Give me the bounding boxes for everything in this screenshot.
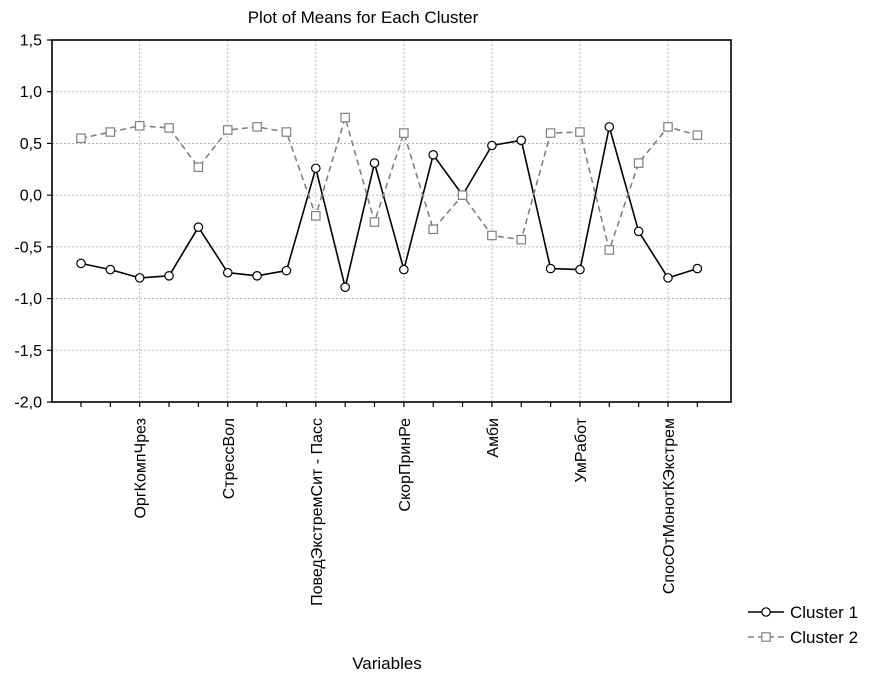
data-point [252,122,262,132]
y-tick-label: 1,0 [20,84,42,101]
data-point [487,230,497,241]
data-point [105,264,116,275]
data-point [76,258,86,269]
grid-lines [52,40,731,402]
x-tick-label: СпосОтМонотКЭкстрем [661,418,678,594]
data-point [457,190,468,200]
x-tick-label: СкорПринРе [397,418,414,512]
x-tick-label: ОргКомпЧрез [133,418,150,519]
series-group [76,112,703,292]
x-tick-label: Амби [485,418,502,458]
data-point [369,217,380,227]
data-point [575,127,585,137]
data-point [340,112,350,123]
data-point [692,263,703,274]
x-tick-label: СтрессВол [221,418,238,499]
legend-marker [761,607,771,617]
data-point [692,130,703,140]
data-point [428,224,438,235]
y-tick-label: -1,5 [14,343,42,360]
data-point [311,211,321,221]
data-point [604,245,615,255]
legend-entry: Cluster 2 [748,628,858,647]
x-tick-label: ПоведЭкстремСит - Пасс [309,418,326,606]
data-point [399,128,409,138]
series-line [80,126,698,289]
y-axis: 1,5 1,0 0,5 0,0 -0,5 -1,0 -1,5 -2,0 [14,33,52,412]
series-line [80,116,698,251]
x-axis-title: Variables [352,654,422,673]
y-tick-label: -1,0 [14,291,42,308]
data-point [575,264,585,275]
data-point [399,264,409,275]
data-point [633,158,644,168]
data-point [310,163,321,174]
data-point [222,267,233,278]
data-point [134,273,145,283]
legend-marker [761,632,771,642]
data-point [340,282,350,292]
data-point [134,121,145,131]
y-tick-label: 1,5 [20,33,42,50]
y-tick-label: 0,0 [20,188,42,205]
legend-label: Cluster 2 [790,628,858,647]
data-point [604,122,615,132]
data-point [369,158,380,168]
data-point [252,271,262,281]
data-point [281,127,292,137]
data-point [76,133,86,144]
data-point [222,125,233,135]
data-point [193,222,204,233]
chart-title: Plot of Means for Each Cluster [248,8,479,27]
data-point [545,128,556,138]
data-point [545,263,556,274]
legend-label: Cluster 1 [790,603,858,622]
y-tick-label: -2,0 [14,395,42,412]
legend-entry: Cluster 1 [748,603,858,622]
data-point [663,273,673,283]
data-point [281,265,292,276]
data-point [105,127,116,137]
y-tick-label: 0,5 [20,136,42,153]
x-tick-label: УмРабот [573,417,590,482]
legend: Cluster 1 Cluster 2 [748,603,858,647]
data-point [164,271,174,281]
data-point [428,150,438,160]
plot-area-frame [51,39,732,403]
data-point [487,140,497,151]
data-point [193,162,204,173]
data-point [516,234,527,245]
data-point [164,123,174,133]
data-point [633,226,644,237]
data-point [663,122,673,132]
data-point [516,135,527,146]
y-tick-label: -0,5 [14,239,42,256]
series-1 [76,122,703,292]
x-axis: ОргКомпЧрез СтрессВол ПоведЭкстремСит - Па… [80,402,698,606]
series-2 [76,112,703,255]
